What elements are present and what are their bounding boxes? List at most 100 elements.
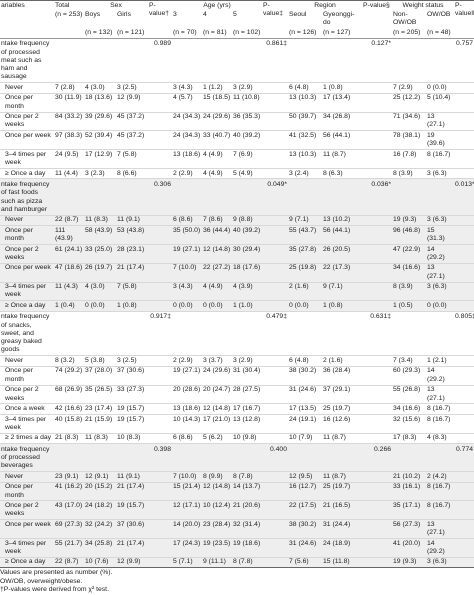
cell [262, 413, 288, 434]
data-cell: 5 (3.8) [84, 355, 116, 367]
data-cell: 11 (10.8) [232, 92, 262, 113]
data-row: 3–4 times per week 11 (4.3) 4 (3.0) 7 (5.8)… [0, 281, 474, 301]
data-cell: 33 (40.7) [202, 130, 232, 150]
data-cell: 34 (26.8) [322, 111, 363, 131]
data-cell: 9 (7.1) [288, 214, 322, 226]
data-cell: 8 (16.7) [426, 500, 455, 520]
subgroup-n: (n = 102) [232, 28, 262, 39]
row-label: 3–4 times per week [0, 281, 54, 301]
cell [262, 111, 288, 131]
data-cell: 21 (17.4) [116, 537, 148, 558]
data-cell: 11 (8.7) [322, 149, 363, 169]
cell [454, 243, 474, 264]
data-cell: 6 (8.6) [172, 214, 202, 226]
subgroup-n: (n = 121) [116, 28, 148, 39]
data-cell: 11 (9.1) [116, 214, 148, 226]
cell [362, 225, 393, 245]
data-cell: 111 (43.9) [54, 225, 84, 245]
p-value: 0.127* [362, 37, 393, 83]
data-cell: 3 (6.3) [426, 281, 455, 301]
cell [262, 214, 288, 226]
cell [362, 92, 393, 113]
cell [362, 432, 393, 444]
data-row: Once per 2 weeks 61 (24.1) 33 (25.0) 28 (23… [0, 243, 474, 264]
data-cell: 8 (9.9) [202, 471, 232, 483]
data-cell: 40 (15.8) [54, 413, 84, 434]
cell [148, 413, 172, 434]
cell [322, 310, 363, 356]
data-cell: 12 (9.9) [116, 556, 148, 568]
data-cell: 12 (17.1) [172, 500, 202, 520]
footnotes: Values are presented as number (%). OW/OB… [0, 567, 474, 595]
row-label: 3–4 times per week [0, 149, 54, 169]
row-label: Once per 2 weeks [0, 243, 54, 264]
cell [362, 355, 393, 367]
data-cell: 36 (44.4) [202, 225, 232, 245]
data-cell: 11 (4.3) [54, 281, 84, 301]
data-cell: 24 (34.3) [172, 111, 202, 131]
data-cell: 58 (43.9) [84, 225, 116, 245]
data-cell: 19 (27.1) [172, 365, 202, 386]
cell [362, 481, 393, 501]
row-label: Once per month [0, 225, 54, 245]
cell [262, 281, 288, 301]
data-cell: 35 (27.8) [288, 243, 322, 264]
cell [148, 82, 172, 94]
data-cell: 37 (28.0) [84, 365, 116, 386]
data-row: Once per 2 weeks 84 (33.2) 39 (29.6) 45 (37… [0, 111, 474, 131]
cell [148, 384, 172, 404]
data-row: Once per week 69 (27.3) 32 (24.2) 37 (30.6)… [0, 519, 474, 539]
data-cell: 2 (1.6) [288, 281, 322, 301]
data-cell: 10 (9.8) [232, 432, 262, 444]
cell [454, 214, 474, 226]
data-cell: 7 (8.6) [202, 214, 232, 226]
data-cell: 8 (7.8) [232, 471, 262, 483]
pvalue-header: P-value‖ [454, 0, 474, 39]
cell [362, 214, 393, 226]
cell [148, 519, 172, 539]
table-header: ariables Total Sex P-value† Age (yrs) P-value… [0, 0, 474, 39]
data-row: ≥ Once a day 22 (8.7) 10 (7.6) 12 (9.9) 5 (7… [0, 556, 474, 568]
cell [362, 111, 393, 131]
p-value: 0.400 [262, 443, 288, 472]
subgroup-label: 4 [203, 11, 207, 19]
data-cell: 26 (19.7) [84, 262, 116, 283]
data-cell: 2 (2.9) [172, 167, 202, 179]
data-table: ariables Total Sex P-value† Age (yrs) P-value… [0, 0, 474, 568]
data-cell: 6 (8.6) [172, 432, 202, 444]
cell [262, 82, 288, 94]
data-cell: 17 (13.5) [288, 403, 322, 415]
subgroup-n: (n = 132) [84, 28, 116, 39]
data-cell: 5 (7.1) [172, 556, 202, 568]
cell [148, 243, 172, 264]
data-cell: 24 (18.2) [84, 500, 116, 520]
cell [54, 310, 84, 356]
cell [454, 130, 474, 150]
data-cell: 14 (13.7) [232, 481, 262, 501]
data-cell: 35 (17.1) [392, 500, 427, 520]
data-cell: 34 (16.6) [392, 262, 427, 283]
cell [426, 37, 455, 83]
data-cell: 7 (5.8) [116, 149, 148, 169]
data-cell: 19 (27.1) [172, 243, 202, 264]
data-cell: 19 (9.3) [392, 556, 427, 568]
data-cell: 24 (29.6) [202, 111, 232, 131]
section: ntake frequency of processed beverages 0.… [0, 443, 474, 568]
data-cell: 21 (17.4) [116, 262, 148, 283]
data-cell: 28 (23.1) [116, 243, 148, 264]
p-value: 0.398 [148, 443, 172, 472]
cell [454, 365, 474, 386]
data-cell: 56 (44.1) [322, 225, 363, 245]
data-cell: 14 (29.2) [426, 243, 455, 264]
cell [262, 355, 288, 367]
p-value: 0.049* [262, 178, 288, 216]
data-cell: 47 (22.9) [392, 243, 427, 264]
data-cell: 20 (24.7) [202, 384, 232, 404]
data-cell: 7 (2.9) [392, 82, 427, 94]
cell [322, 178, 363, 216]
data-cell: 1 (0.5) [392, 300, 427, 312]
data-cell: 17 (21.0) [202, 413, 232, 434]
data-cell: 7 (5.6) [288, 556, 322, 568]
cell [454, 519, 474, 539]
group-header: Weight status [392, 0, 455, 11]
